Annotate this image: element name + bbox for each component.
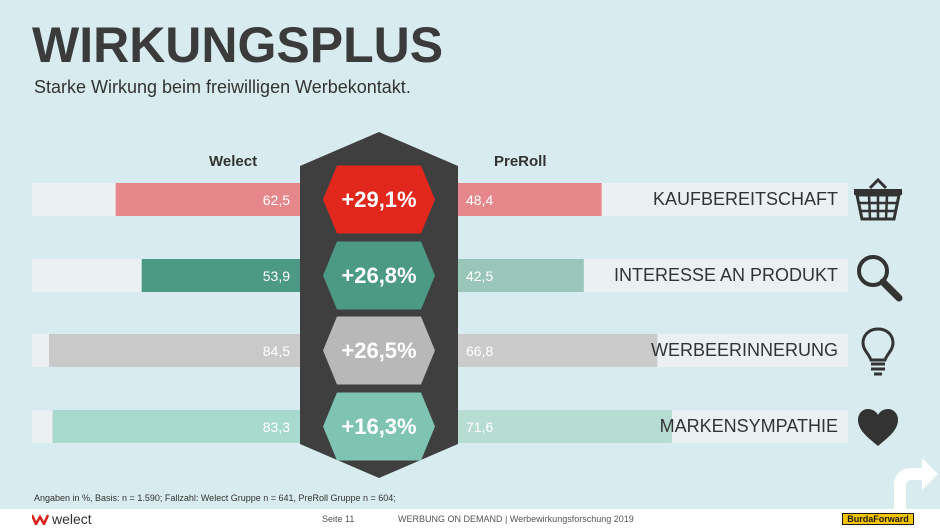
preroll-value-label: 66,8 bbox=[466, 343, 494, 359]
bar-welect-1 bbox=[141, 259, 305, 292]
welect-value-label: 83,3 bbox=[262, 419, 290, 435]
preroll-value-label: 48,4 bbox=[466, 192, 494, 208]
footer-bar: welect Seite 11 WERBUNG ON DEMAND | Werb… bbox=[0, 509, 940, 529]
page-subtitle: Starke Wirkung beim freiwilligen Werbeko… bbox=[34, 77, 411, 97]
difference-label: +16,3% bbox=[341, 414, 417, 439]
chart-area bbox=[32, 132, 848, 478]
difference-badge-2 bbox=[323, 316, 435, 385]
difference-badge-3 bbox=[323, 392, 435, 461]
difference-badge-1 bbox=[323, 241, 435, 310]
bar-preroll-3 bbox=[455, 410, 672, 443]
bar-preroll-0 bbox=[455, 183, 602, 216]
difference-label: +29,1% bbox=[341, 187, 417, 212]
next-arrow-icon[interactable] bbox=[888, 450, 938, 509]
brand-name: welect bbox=[52, 511, 92, 527]
footnote: Angaben in %, Basis: n = 1.590; Fallzahl… bbox=[34, 493, 396, 503]
category-label: WERBEERINNERUNG bbox=[650, 340, 838, 360]
welect-logo-icon bbox=[32, 514, 50, 525]
bar-preroll-2 bbox=[455, 334, 658, 367]
legend-preroll: PreRoll bbox=[494, 153, 547, 170]
page-title: WIRKUNGSPLUS bbox=[32, 17, 444, 73]
bar-preroll-1 bbox=[455, 259, 584, 292]
category-label: MARKENSYMPATHIE bbox=[659, 416, 838, 436]
footer-text: WERBUNG ON DEMAND | Werbewirkungsforschu… bbox=[398, 514, 634, 524]
category-label: INTERESSE AN PRODUKT bbox=[613, 265, 838, 285]
bar-welect-3 bbox=[52, 410, 306, 443]
difference-label: +26,8% bbox=[341, 263, 417, 288]
welect-value-label: 84,5 bbox=[262, 343, 290, 359]
basket-icon bbox=[854, 178, 902, 221]
preroll-value-label: 71,6 bbox=[466, 419, 494, 435]
bar-welect-0 bbox=[115, 183, 305, 216]
category-label: KAUFBEREITSCHAFT bbox=[652, 189, 838, 209]
difference-badge-0 bbox=[323, 165, 435, 234]
legend-welect: Welect bbox=[209, 153, 258, 170]
magnifier-icon bbox=[857, 255, 903, 302]
welect-value-label: 62,5 bbox=[262, 192, 290, 208]
preroll-value-label: 42,5 bbox=[466, 268, 494, 284]
difference-label: +26,5% bbox=[341, 338, 417, 363]
bar-welect-2 bbox=[48, 334, 306, 367]
partner-logo: BurdaForward bbox=[842, 513, 914, 525]
welect-value-label: 53,9 bbox=[262, 268, 290, 284]
page-number: Seite 11 bbox=[322, 514, 355, 524]
lightbulb-icon bbox=[861, 327, 895, 376]
heart-icon bbox=[858, 409, 898, 446]
